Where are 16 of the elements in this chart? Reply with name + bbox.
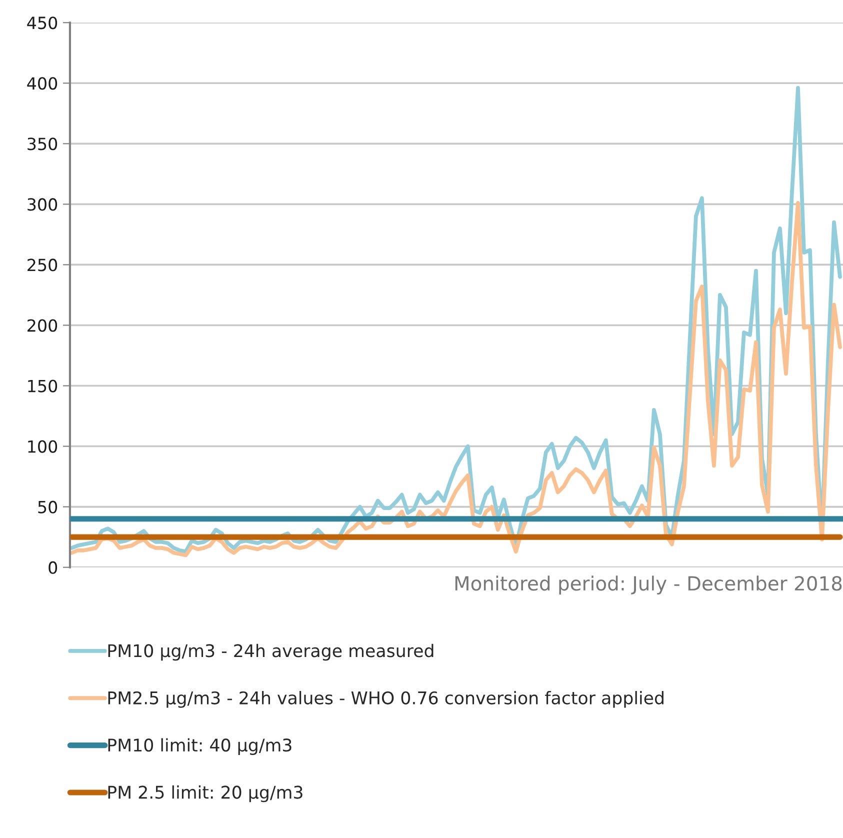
y-tick-label: 0 bbox=[48, 561, 58, 574]
legend-label: PM10 limit: 40 μg/m3 bbox=[108, 738, 292, 755]
legend-label: PM10 μg/m3 - 24h average measured bbox=[108, 644, 434, 661]
y-tick-label: 50 bbox=[38, 500, 58, 514]
line-series bbox=[70, 201, 842, 558]
y-tick-label: 400 bbox=[27, 77, 58, 90]
y-tick-label: 250 bbox=[28, 258, 58, 272]
x-axis-title: Monitored period: July - December 2018 bbox=[455, 576, 842, 594]
legend-label: PM2.5 μg/m3 - 24h values - WHO 0.76 conversion factor applied bbox=[108, 691, 664, 708]
y-tick-label: 300 bbox=[28, 198, 58, 211]
y-tick-label: 350 bbox=[28, 138, 58, 150]
legend-label: PM 2.5 limit: 20 μg/m3 bbox=[108, 785, 302, 802]
y-tick-label: 100 bbox=[28, 440, 58, 453]
y-tick-label: 450 bbox=[27, 16, 58, 30]
y-tick-label: 150 bbox=[28, 380, 58, 392]
y-tick-label: 200 bbox=[28, 319, 58, 332]
